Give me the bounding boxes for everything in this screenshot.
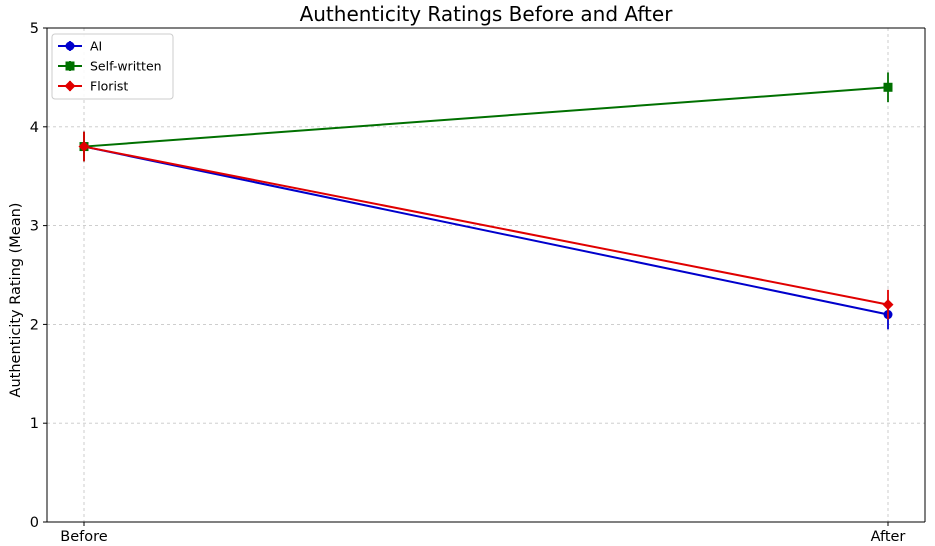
legend-swatch-marker [64,80,76,92]
y-tick-label: 0 [30,515,39,531]
y-tick-label: 2 [30,317,39,333]
y-axis-label: Authenticity Rating (Mean) [8,203,24,398]
y-tick-label: 4 [30,120,39,136]
legend-label: AI [90,39,102,54]
data-point [78,141,90,153]
series-florist [78,131,894,320]
y-tick-label: 3 [30,219,39,235]
series-line [83,145,889,316]
data-point [883,82,893,92]
legend-item: AI [58,39,102,54]
ticks: 0 1 2 3 4 5 Before After [30,21,906,545]
data-point [882,299,894,311]
x-tick-label: After [871,529,906,545]
legend-frame [51,33,174,100]
series-line [83,86,889,148]
series [78,72,894,330]
series-ai [79,131,893,330]
y-tick-label: 1 [30,416,39,432]
grid [47,28,925,522]
series-line [83,145,889,306]
legend-swatch-marker [65,41,75,51]
series-self-written [79,72,893,162]
y-tick-label: 5 [30,21,39,37]
legend: AI Self-written Florist [51,33,174,100]
chart-title: Authenticity Ratings Before and After [300,2,674,26]
legend-item: Self-written [58,59,162,74]
axes [46,27,926,523]
legend-item: Florist [58,79,128,94]
x-tick-label: Before [60,529,107,545]
legend-label: Florist [90,79,128,94]
legend-swatch-marker [65,61,75,71]
legend-label: Self-written [90,59,162,74]
